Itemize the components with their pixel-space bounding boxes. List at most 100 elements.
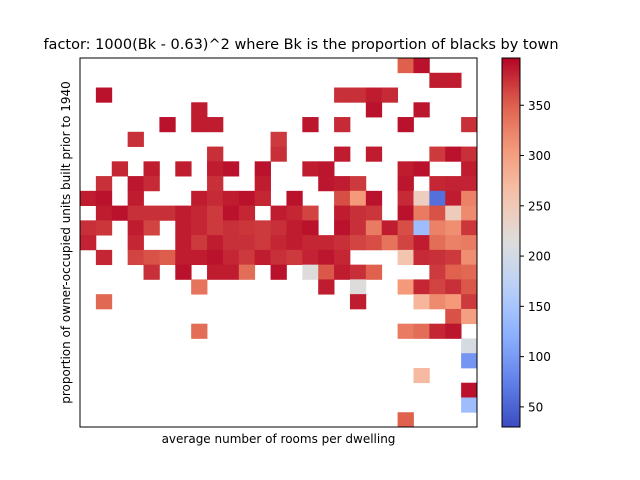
heatmap-cell <box>286 220 303 236</box>
plot-frame <box>79 57 478 428</box>
heatmap-cell <box>381 87 398 103</box>
heatmap-cell <box>461 294 478 310</box>
heatmap-cell <box>143 220 160 236</box>
heatmap-cell <box>302 249 319 266</box>
heatmap-cell <box>349 264 367 280</box>
heatmap-cell <box>429 220 446 236</box>
colorbar-tick-label: 200 <box>528 250 551 264</box>
heatmap-cell <box>254 190 271 206</box>
heatmap-cell <box>365 264 383 280</box>
heatmap-cell <box>445 190 462 206</box>
heatmap-cell <box>191 205 208 221</box>
heatmap-cell <box>175 220 192 236</box>
heatmap-cell <box>238 264 256 280</box>
chart-title: factor: 1000(Bk - 0.63)^2 where Bk is th… <box>43 37 558 53</box>
heatmap-cell <box>191 117 208 133</box>
heatmap-cell <box>429 264 446 280</box>
heatmap-cell <box>397 161 414 177</box>
heatmap-cell <box>80 235 97 251</box>
heatmap-cell <box>127 190 144 206</box>
heatmap-cell <box>302 235 319 251</box>
heatmap-cell <box>397 205 414 221</box>
heatmap-cell <box>222 220 240 236</box>
heatmap-cell <box>334 264 351 280</box>
heatmap-cell <box>413 323 430 339</box>
heatmap-cell <box>238 249 256 266</box>
colorbar-tick-label: 150 <box>528 300 551 314</box>
heatmap-cell <box>381 220 398 236</box>
heatmap-cell <box>429 176 446 192</box>
heatmap-cell <box>445 176 462 192</box>
heatmap-cell <box>349 190 367 206</box>
heatmap-cell <box>413 205 430 221</box>
heatmap-cell <box>318 235 335 251</box>
heatmap-cell <box>461 397 478 413</box>
heatmap-cell <box>191 220 208 236</box>
heatmap-cell <box>365 235 383 251</box>
heatmap-cell <box>191 249 208 266</box>
heatmap-cell <box>95 294 113 310</box>
heatmap-cell <box>238 235 256 251</box>
heatmap-cell <box>222 264 240 280</box>
heatmap-cell <box>429 205 446 221</box>
heatmap-cell <box>207 190 224 206</box>
heatmap-cell <box>238 205 256 221</box>
heatmap-cell <box>413 279 430 295</box>
heatmap-cell <box>349 87 367 103</box>
heatmap-cell <box>175 235 192 251</box>
heatmap-cell <box>175 161 192 177</box>
heatmap-cell <box>318 264 335 280</box>
heatmap-cell <box>254 235 271 251</box>
heatmap-cells <box>80 58 478 428</box>
heatmap-cell <box>254 220 271 236</box>
heatmap-cell <box>207 235 224 251</box>
heatmap-cell <box>429 249 446 266</box>
y-axis-label: proportion of owner-occupied units built… <box>59 81 73 404</box>
heatmap-cell <box>429 146 446 162</box>
heatmap-cell <box>95 190 113 206</box>
heatmap-cell <box>334 146 351 162</box>
heatmap-cell <box>445 220 462 236</box>
heatmap-cell <box>397 176 414 192</box>
heatmap-cell <box>334 87 351 103</box>
heatmap-cell <box>429 235 446 251</box>
heatmap-cell <box>222 205 240 221</box>
heatmap-cell <box>445 146 462 162</box>
heatmap-cell <box>397 190 414 206</box>
heatmap-cell <box>127 131 144 147</box>
heatmap-cell <box>127 205 144 221</box>
heatmap-cell <box>159 249 176 266</box>
heatmap-cell <box>461 382 478 398</box>
heatmap-cell <box>254 249 271 266</box>
heatmap-cell <box>365 190 383 206</box>
heatmap-cell <box>413 249 430 266</box>
heatmap-cell <box>127 220 144 236</box>
colorbar-tick-label: 50 <box>528 400 543 414</box>
heatmap-cell <box>461 249 478 266</box>
heatmap-cell <box>365 205 383 221</box>
heatmap-cell <box>365 87 383 103</box>
heatmap-cell <box>334 176 351 192</box>
heatmap-cell <box>461 353 478 369</box>
colorbar <box>501 57 521 428</box>
heatmap-cell <box>349 279 367 295</box>
heatmap-cell <box>445 249 462 266</box>
heatmap-cell <box>413 294 430 310</box>
heatmap-cell <box>111 161 129 177</box>
heatmap-cell <box>111 205 129 221</box>
heatmap-cell <box>254 161 271 177</box>
heatmap-cell <box>207 249 224 266</box>
colorbar-tick-label: 300 <box>528 149 551 163</box>
heatmap-cell <box>270 264 287 280</box>
heatmap-cell <box>302 264 319 280</box>
heatmap-cell <box>175 249 192 266</box>
heatmap-cell <box>461 308 478 325</box>
colorbar-tick-label: 350 <box>528 99 551 113</box>
heatmap-cell <box>461 235 478 251</box>
heatmap-cell <box>222 161 240 177</box>
heatmap-cell <box>95 87 113 103</box>
heatmap-cell <box>191 235 208 251</box>
heatmap-cell <box>191 323 208 339</box>
heatmap-cell <box>222 235 240 251</box>
heatmap-cell <box>127 176 144 192</box>
